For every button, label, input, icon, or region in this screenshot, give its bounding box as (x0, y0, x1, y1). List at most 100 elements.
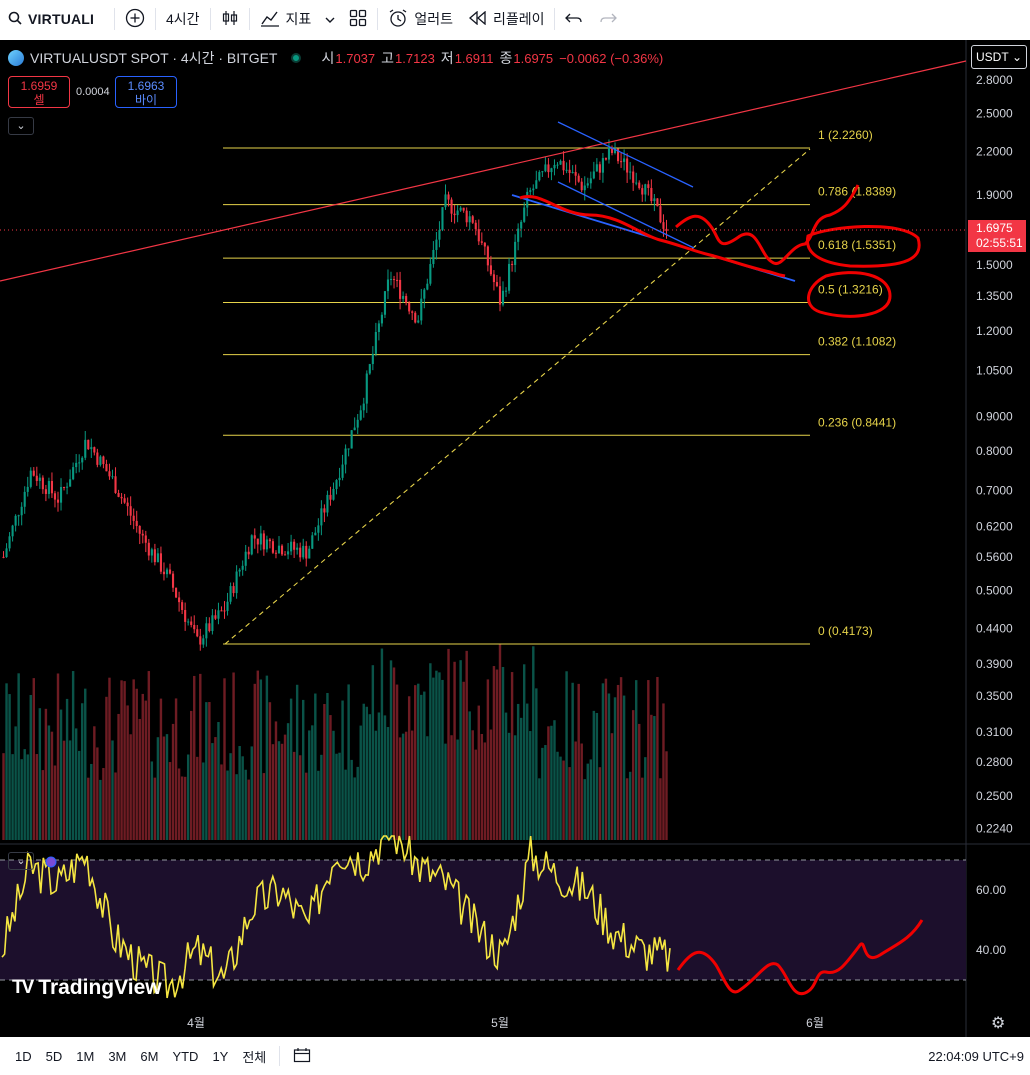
indicators-dropdown[interactable] (319, 0, 341, 38)
volume-bar (347, 684, 350, 840)
candle-body (205, 623, 208, 639)
volume-bar (338, 752, 341, 840)
candle-body (559, 160, 562, 165)
candle-body (347, 448, 350, 450)
symbol-label: VIRTUALI (28, 11, 95, 27)
undo-button[interactable] (557, 0, 591, 38)
layout-button[interactable] (341, 0, 375, 38)
candle-body (326, 494, 329, 513)
candle-body (193, 624, 196, 630)
volume-bar (335, 753, 338, 840)
price-axis-tick: 0.3900 (976, 657, 1013, 671)
replay-button[interactable]: 리플레이 (461, 0, 553, 38)
candle-body (47, 481, 50, 494)
volume-bar (11, 754, 14, 840)
candle-body (465, 210, 468, 223)
volume-bar (295, 684, 299, 840)
interval-button[interactable]: 4시간 (158, 0, 208, 38)
candle-body (635, 182, 638, 184)
candle-body (14, 515, 17, 526)
range-all[interactable]: 전체 (242, 1049, 267, 1065)
volume-bar (414, 685, 417, 840)
candle-body (171, 573, 175, 588)
buy-button[interactable]: 1.6963 바이 (115, 76, 177, 108)
redo-button[interactable] (591, 0, 625, 38)
range-3m[interactable]: 3M (108, 1048, 127, 1064)
chart-area[interactable]: 1 (2.2260) 0.786 (1.8389) 0.618 (1.5351) 0.… (0, 40, 1030, 1037)
volume-bar (341, 700, 344, 840)
yellow-support-line[interactable] (224, 148, 811, 645)
volume-bar (435, 670, 438, 840)
candle-body (411, 311, 414, 313)
sell-button[interactable]: 1.6959 셀 (8, 76, 70, 108)
range-1d[interactable]: 1D (15, 1048, 32, 1064)
time-axis[interactable]: 4월 5월 6월 (187, 1016, 824, 1030)
red-circle-05[interactable] (807, 271, 892, 318)
range-5d[interactable]: 5D (45, 1048, 63, 1064)
price-chart-canvas[interactable]: 1 (2.2260) 0.786 (1.8389) 0.618 (1.5351) 0.… (0, 40, 1030, 1037)
range-6m[interactable]: 6M (140, 1048, 159, 1064)
candle-body (241, 565, 244, 570)
rsi-axis-tick: 60.00 (976, 883, 1006, 897)
currency-label: USDT (976, 50, 1009, 64)
divider (114, 8, 115, 30)
volume-bar (638, 723, 641, 840)
red-circle-0618[interactable] (805, 224, 921, 268)
volume-bar (205, 702, 208, 840)
candle-type-button[interactable] (213, 0, 247, 38)
tradingview-logo[interactable]: TV TradingView (12, 976, 162, 1000)
rsi-collapse-button[interactable]: ⌄ (8, 852, 34, 870)
legend-collapse-button[interactable]: ⌄ (8, 117, 34, 135)
range-1y[interactable]: 1Y (212, 1048, 229, 1064)
range-ytd[interactable]: YTD (172, 1048, 199, 1064)
date-range-icon[interactable] (286, 1047, 318, 1066)
volume-bar (20, 759, 23, 840)
volume-bar (650, 714, 653, 840)
volume-bar (56, 673, 60, 840)
price-axis-tick: 0.7000 (976, 484, 1013, 498)
alert-button[interactable]: 얼러트 (380, 0, 461, 38)
gear-icon[interactable]: ⚙ (991, 1015, 1006, 1032)
candle-body (544, 164, 547, 172)
red-drawn-path-support[interactable] (519, 195, 786, 278)
volume-bar (71, 671, 75, 840)
volume-bar (383, 715, 387, 840)
fib-level-label: 0.786 (1.8389) (818, 185, 896, 199)
candle-body (532, 188, 535, 191)
volume-bar (262, 773, 266, 840)
volume-bar (196, 756, 199, 840)
range-1m[interactable]: 1M (76, 1048, 95, 1064)
rsi-axis[interactable]: 60.00 40.00 (976, 883, 1006, 957)
fib-level-label: 0.618 (1.5351) (818, 238, 896, 252)
fibonacci-retracement[interactable]: 1 (2.2260) 0.786 (1.8389) 0.618 (1.5351) 0.… (223, 128, 896, 645)
candle-body (199, 636, 202, 645)
red-trendline[interactable] (0, 60, 967, 282)
legend-open-value: 1.7037 (335, 50, 376, 66)
candle-body (562, 160, 565, 171)
coin-logo-icon (8, 50, 24, 66)
volume-bar (365, 706, 368, 840)
candle-body (268, 539, 271, 542)
indicators-button[interactable]: 지표 (252, 0, 320, 38)
symbol-search-button[interactable]: VIRTUALI (0, 0, 112, 38)
rsi-marker-icon[interactable] (45, 856, 57, 868)
price-axis[interactable]: 2.8000 2.5000 2.2000 1.9000 1.5000 1.3500 1.20… (976, 73, 1013, 835)
clock-timezone[interactable]: 22:04:09 UTC+9 (928, 1048, 1024, 1064)
channel-upper-line[interactable] (557, 121, 694, 188)
candle-body (165, 569, 169, 575)
time-axis-tick: 6월 (806, 1016, 824, 1030)
volume-bar (417, 683, 420, 840)
rsi-red-projection[interactable] (676, 919, 924, 996)
add-symbol-button[interactable] (117, 0, 153, 38)
volume-bar (586, 763, 589, 840)
volume-bar (653, 716, 656, 840)
channel-middle-line[interactable] (557, 181, 695, 249)
legend-title[interactable]: VIRTUALUSDT SPOT · 4시간 · BITGET (30, 50, 278, 66)
candle-body (474, 222, 477, 230)
volume-bar (407, 696, 411, 840)
candle-body (380, 314, 383, 324)
red-drawn-path-projection[interactable] (675, 184, 860, 266)
candle-body (238, 569, 241, 572)
volume-bar (77, 750, 81, 840)
currency-select[interactable]: USDT ⌄ (971, 45, 1027, 69)
